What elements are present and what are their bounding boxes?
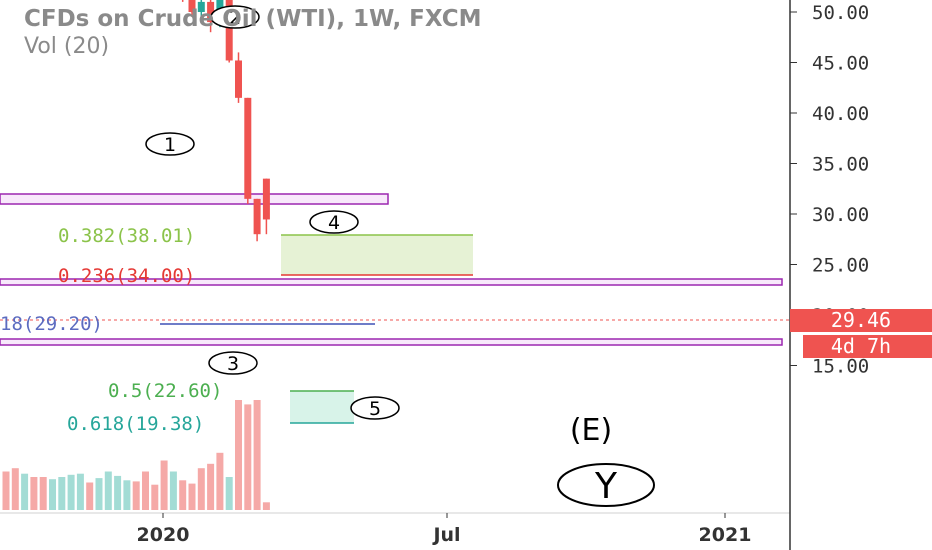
last-price-tag: 29.46 (790, 308, 932, 332)
wave-label-1[interactable]: 1 (145, 132, 195, 156)
volume-bar (235, 400, 242, 510)
wave-y-label[interactable]: Y (557, 463, 655, 507)
fib-5-label: 0.5(22.60) (108, 380, 222, 402)
candle-body (235, 60, 242, 98)
candle-body (244, 97, 252, 199)
volume-bar (151, 484, 159, 510)
volume-bar (67, 474, 75, 510)
volume-bar (49, 479, 56, 510)
wave-4-target-box[interactable] (281, 235, 473, 275)
candle-body (197, 1, 205, 13)
x-tick-label-2021: 2021 (699, 524, 752, 546)
volume-bar (21, 473, 29, 510)
fib-236-label: 0.236(34.00) (58, 265, 195, 287)
y-tick-label: 45.00 (812, 53, 869, 75)
fib-382-label: 0.382(38.01) (58, 225, 195, 247)
resistance-zone-upper[interactable] (0, 278, 783, 286)
wave-label-4-text: 4 (328, 212, 340, 234)
volume-bar (197, 468, 205, 510)
volume-indicator-label: Vol (20) (24, 34, 110, 59)
y-tick-label: 50.00 (812, 2, 869, 24)
wave-label-2-text: 2 (229, 7, 241, 29)
fib-1618-label: 18(29.20) (0, 313, 103, 335)
volume-bar (262, 502, 270, 510)
last-price-text: 29.46 (831, 308, 891, 332)
wave-label-1-text: 1 (164, 134, 176, 156)
volume-bar (114, 475, 122, 510)
volume-bar (30, 477, 38, 510)
volume-bar (169, 471, 177, 510)
support-zone-lower[interactable] (0, 338, 783, 346)
candle-body (225, 0, 233, 61)
volume-bar (207, 463, 215, 510)
countdown-tag: 4d 7h (803, 334, 932, 358)
volume-bar (160, 460, 168, 510)
volume-bar (188, 483, 196, 510)
fib-618-label: 0.618(19.38) (67, 413, 204, 435)
wave-label-4[interactable]: 4 (309, 210, 359, 234)
y-axis-ticks: 15.0020.0025.0030.0035.0040.0045.0050.00… (790, 2, 869, 378)
y-tick-label: 15.00 (812, 356, 869, 378)
volume-bar (95, 478, 103, 510)
y-tick-label: 40.00 (812, 103, 869, 125)
candle-body (253, 198, 261, 235)
volume-bar (86, 482, 94, 510)
volume-bar (253, 400, 261, 510)
volume-bars (2, 400, 270, 510)
wave-label-5[interactable]: 5 (350, 396, 400, 420)
volume-bar (123, 480, 131, 510)
wave-label-3-text: 3 (227, 353, 239, 375)
volume-bar (11, 468, 19, 510)
wave-label-2[interactable]: 2 (210, 5, 260, 29)
candle-body (262, 178, 270, 220)
candle-body (207, 1, 215, 23)
resistance-box[interactable] (0, 193, 389, 205)
y-tick-label: 25.00 (812, 255, 869, 277)
y-tick-label: 30.00 (812, 204, 869, 226)
volume-bar (244, 404, 252, 510)
wave-e-label[interactable]: (E) (570, 413, 612, 448)
candle-body (188, 0, 196, 12)
volume-bar (58, 477, 66, 510)
volume-bar (132, 481, 140, 510)
x-tick-label-2020: 2020 (137, 524, 190, 546)
volume-bar (76, 473, 84, 510)
volume-bar (142, 471, 149, 510)
y-tick-label: 35.00 (812, 154, 869, 176)
countdown-text: 4d 7h (831, 334, 891, 358)
chart-title: CFDs on Crude Oil (WTI), 1W, FXCM (24, 6, 482, 32)
wave-label-5-text: 5 (369, 398, 381, 420)
volume-bar (216, 452, 224, 510)
wave-5-target-box[interactable] (290, 391, 354, 423)
volume-bar (104, 471, 112, 510)
x-tick-label-jul: Jul (431, 524, 460, 546)
volume-bar (2, 471, 10, 510)
volume-bar (39, 477, 47, 510)
candles (181, 0, 270, 242)
volume-bar (225, 477, 233, 510)
volume-bar (179, 480, 187, 510)
wave-y-label-text: Y (594, 466, 618, 507)
wave-label-3[interactable]: 3 (208, 351, 258, 375)
